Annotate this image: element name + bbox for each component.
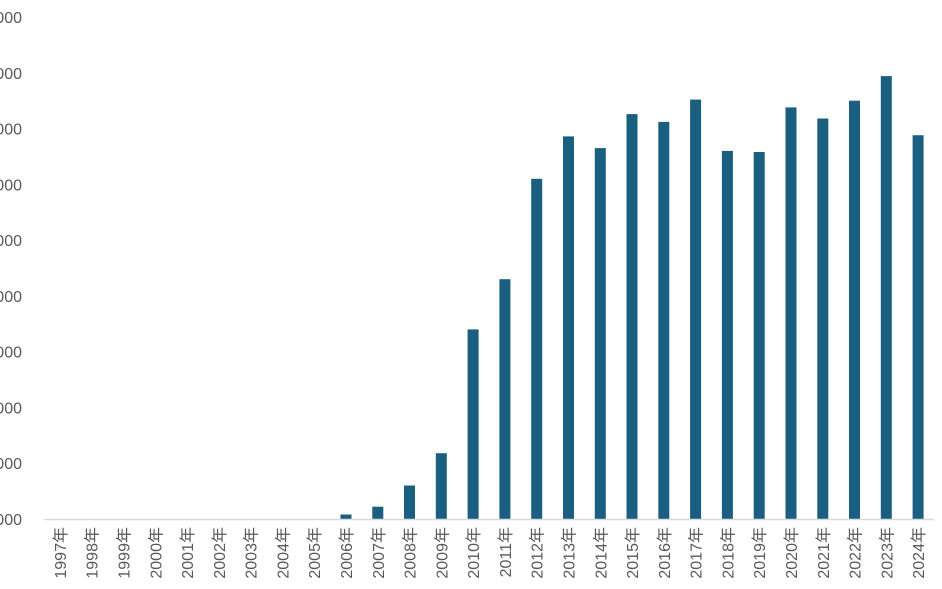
- y-tick-label: 000: [0, 233, 22, 250]
- x-tick-label: 2015年: [624, 527, 642, 579]
- x-tick-label: 2004年: [274, 527, 292, 579]
- x-tick-label: 2022年: [847, 527, 865, 579]
- y-tick-label: 000: [0, 122, 22, 139]
- bar-2010年: [467, 329, 479, 519]
- x-tick-label: 2002年: [211, 527, 229, 579]
- x-tick-label: 2018年: [719, 527, 737, 579]
- x-tick-label: 2008年: [402, 527, 420, 579]
- y-axis-ticks: 000 000 000 000 000 000 000 000 000 000: [0, 10, 22, 529]
- y-tick-label: 000: [0, 10, 22, 27]
- bar-2020年: [785, 107, 797, 520]
- bar-2012年: [531, 178, 543, 520]
- x-tick-label: 2014年: [592, 527, 610, 579]
- y-tick-label: 000: [0, 400, 22, 417]
- x-tick-label: 2003年: [243, 527, 261, 579]
- x-tick-label: 2000年: [147, 527, 165, 579]
- bar-2017年: [690, 99, 702, 519]
- x-tick-label: 2016年: [656, 527, 674, 579]
- y-tick-label: 000: [0, 289, 22, 306]
- x-tick-label: 2012年: [529, 527, 547, 579]
- bar-2022年: [849, 100, 860, 519]
- x-tick-label: 2023年: [878, 527, 896, 579]
- y-tick-label: 000: [0, 177, 22, 194]
- x-tick-label: 2017年: [688, 527, 706, 579]
- bar-2014年: [594, 148, 606, 519]
- bar-2023年: [880, 76, 892, 519]
- x-tick-label: 2010年: [465, 527, 483, 579]
- x-tick-label: 2001年: [179, 527, 197, 579]
- x-tick-label: 2006年: [338, 527, 356, 579]
- bar-2015年: [626, 114, 638, 519]
- bar-2008年: [404, 485, 415, 519]
- bar-2006年: [340, 514, 352, 519]
- bar-2011年: [499, 279, 511, 519]
- bar-2024年: [912, 135, 924, 519]
- bar-2018年: [721, 150, 733, 519]
- y-tick-label: 000: [0, 66, 22, 83]
- bar-2021年: [817, 118, 829, 519]
- x-tick-label: 2021年: [815, 527, 833, 579]
- x-tick-label: 2011年: [497, 527, 515, 577]
- x-tick-label: 1997年: [52, 527, 70, 579]
- bar-2009年: [435, 453, 447, 519]
- x-axis-ticks: 1997年 1998年 1999年 2000年 2001年 2002年 2003年 2004年…: [52, 527, 928, 579]
- bar-2007年: [372, 506, 384, 519]
- y-tick-label: 000: [0, 512, 22, 529]
- x-tick-label: 2009年: [433, 527, 451, 579]
- x-tick-label: 2013年: [561, 527, 579, 579]
- bar-2016年: [658, 121, 670, 520]
- y-tick-label: 000: [0, 456, 22, 473]
- x-tick-label: 2020年: [783, 527, 801, 579]
- x-tick-label: 2024年: [910, 527, 928, 579]
- x-tick-label: 2019年: [751, 527, 769, 579]
- bar-2019年: [753, 152, 765, 519]
- x-tick-label: 1999年: [116, 527, 134, 579]
- y-tick-label: 000: [0, 345, 22, 362]
- x-tick-label: 2007年: [370, 527, 388, 579]
- x-tick-label: 1998年: [84, 527, 102, 579]
- bars: [340, 76, 924, 520]
- bar-2013年: [563, 136, 574, 519]
- x-tick-label: 2005年: [306, 527, 324, 579]
